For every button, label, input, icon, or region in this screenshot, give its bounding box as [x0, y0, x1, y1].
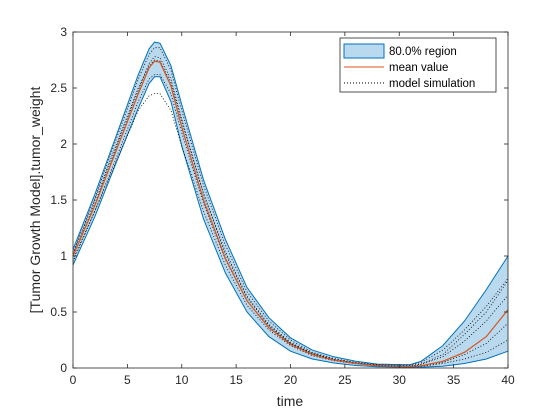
y-tick-label: 2	[60, 137, 67, 151]
legend: 80.0% region mean value model simulation	[339, 37, 497, 93]
simulation-line-4	[72, 56, 509, 367]
x-tick-label: 30	[393, 373, 407, 387]
y-tick-label: 1	[60, 249, 67, 263]
legend-mean-label: mean value	[389, 62, 448, 74]
plot-area	[72, 41, 509, 368]
region-lower-edge	[72, 76, 509, 368]
y-tick-label: 3	[60, 25, 67, 39]
x-tick-label: 0	[70, 373, 77, 387]
simulation-line-1	[72, 47, 509, 366]
x-axis-label: time	[277, 393, 304, 409]
x-tick-label: 15	[229, 373, 243, 387]
simulation-line-5	[72, 59, 509, 367]
y-tick-label: 1.5	[50, 193, 67, 207]
simulation-line-2	[72, 74, 509, 367]
x-tick-label: 10	[175, 373, 189, 387]
y-axis-label: [Tumor Growth Model].tumor_weight	[27, 87, 43, 314]
axes: 0 5 10 15 20 25 30 35 40 0 0.5 1 1.5 2 2.5 3	[50, 25, 515, 387]
legend-region-label: 80.0% region	[389, 46, 457, 58]
region-band	[73, 42, 508, 368]
x-tick-label: 20	[284, 373, 298, 387]
x-tick-label: 5	[124, 373, 131, 387]
region-upper-edge	[72, 41, 509, 366]
x-tick-label: 25	[338, 373, 352, 387]
legend-simulation-label: model simulation	[389, 78, 475, 90]
x-tick-label: 35	[447, 373, 461, 387]
legend-region-swatch	[343, 43, 385, 59]
y-tick-label: 0	[60, 361, 67, 375]
y-tick-label: 2.5	[50, 81, 67, 95]
y-tick-label: 0.5	[50, 305, 67, 319]
mean-line	[72, 60, 509, 368]
x-tick-label: 40	[501, 373, 515, 387]
